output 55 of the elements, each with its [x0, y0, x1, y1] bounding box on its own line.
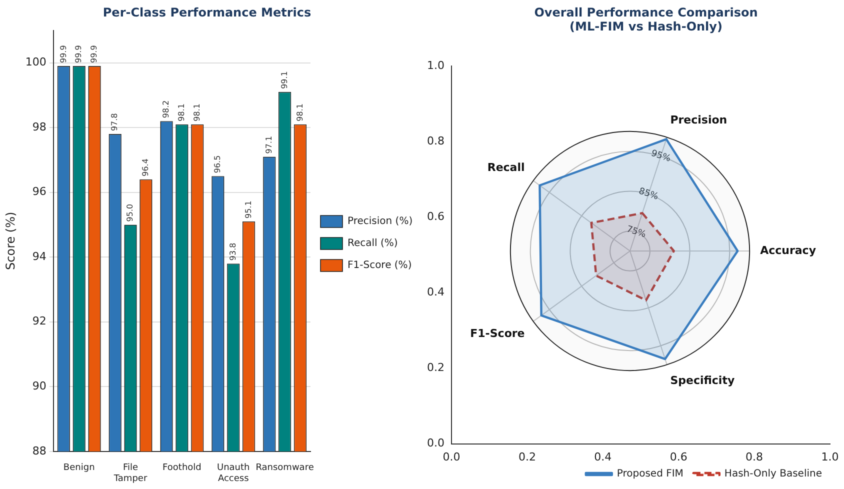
- chart-title: Overall Performance Comparison (ML-FIM vs Hash-Only): [534, 5, 758, 34]
- y-tick-label: 0.2: [426, 361, 444, 374]
- x-tick-label: 0.6: [670, 450, 688, 464]
- y-tick-label: 88: [32, 444, 46, 458]
- x-tick-label: 1.0: [821, 450, 839, 464]
- data-label: 96.4: [141, 158, 150, 176]
- x-tick-label: 0.8: [746, 450, 764, 464]
- y-axis-title: Score (%): [3, 212, 18, 270]
- data-label: 99.9: [58, 45, 68, 64]
- y-tick-label: 0.0: [426, 436, 444, 450]
- x-tick-label: 0.4: [594, 450, 612, 464]
- x-tick-label: Unauth Access: [216, 463, 250, 484]
- y-tick-label: 92: [32, 314, 46, 328]
- data-label: 99.9: [90, 45, 99, 64]
- data-label: 98.2: [162, 100, 171, 118]
- y-tick-label: 1.0: [426, 58, 444, 72]
- data-label: 98.1: [295, 104, 304, 122]
- data-label: 98.1: [177, 104, 186, 122]
- x-tick-label: File Tamper: [112, 463, 148, 484]
- x-tick-label: Benign: [63, 463, 95, 474]
- x-tick-label: 0.2: [518, 450, 536, 464]
- legend-label: Proposed FIM: [616, 468, 684, 480]
- y-tick-label: 98: [32, 120, 46, 134]
- data-label: 99.1: [280, 71, 289, 89]
- y-tick-label: 90: [32, 379, 46, 392]
- y-tick-label: 100: [25, 56, 46, 69]
- y-tick-label: 0.6: [426, 210, 444, 223]
- y-tick-label: 85%: [637, 186, 660, 202]
- spoke-label: Specificity: [670, 374, 735, 388]
- spoke-label: F1-Score: [470, 326, 525, 340]
- chart-title: Per-Class Performance Metrics: [102, 5, 312, 20]
- legend-label: Recall (%): [348, 238, 398, 250]
- legend-label: F1-Score (%): [348, 260, 412, 272]
- y-tick-label: 0.8: [426, 134, 444, 148]
- y-tick-label: 94: [32, 250, 46, 263]
- data-label: 93.8: [228, 242, 238, 261]
- y-tick-label: 75%: [625, 224, 648, 240]
- legend-label: Hash-Only Baseline: [724, 468, 822, 480]
- data-label: 97.8: [110, 113, 120, 132]
- x-tick-label: Ransomware: [256, 463, 314, 474]
- y-tick-label: 0.4: [426, 286, 444, 299]
- y-tick-label: 96: [32, 185, 46, 198]
- spoke-label: Accuracy: [760, 244, 816, 257]
- x-tick-label: Foothold: [162, 463, 202, 474]
- data-label: 95.0: [126, 204, 135, 222]
- data-label: 98.1: [192, 104, 202, 122]
- spoke-label: Recall: [487, 160, 525, 174]
- spoke-label: Precision: [670, 114, 728, 127]
- data-label: 99.9: [74, 45, 84, 64]
- data-label: 97.1: [264, 136, 274, 154]
- legend-label: Precision (%): [348, 216, 413, 228]
- y-tick-label: 95%: [650, 148, 672, 165]
- data-label: 96.5: [213, 155, 222, 174]
- data-label: 95.1: [244, 200, 253, 218]
- x-tick-label: 0.0: [442, 450, 460, 464]
